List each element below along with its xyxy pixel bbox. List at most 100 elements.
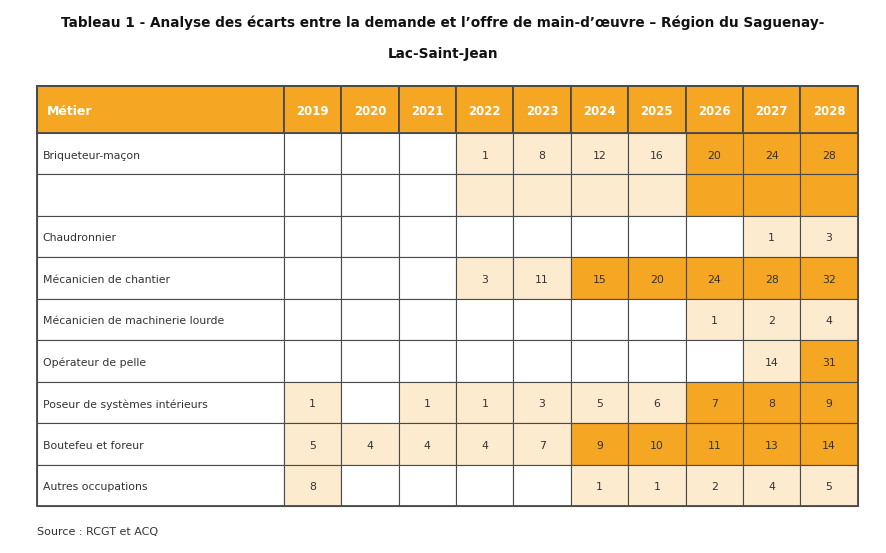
Bar [456, 174, 513, 216]
Text: 24: 24 [765, 150, 779, 160]
Bar [513, 257, 571, 299]
Bar [742, 174, 800, 216]
Bar [628, 340, 686, 382]
Bar [742, 257, 800, 299]
Bar [399, 423, 456, 465]
Bar [628, 382, 686, 423]
Text: 2023: 2023 [526, 105, 558, 118]
Bar [628, 133, 686, 174]
Bar [399, 382, 456, 423]
Text: Métier: Métier [47, 105, 92, 118]
Bar [456, 465, 513, 506]
Text: 14: 14 [765, 358, 779, 368]
Text: 7: 7 [539, 441, 546, 451]
Bar [571, 133, 628, 174]
Bar [284, 465, 341, 506]
Text: 2022: 2022 [469, 105, 501, 118]
Bar [513, 174, 571, 216]
Bar [800, 133, 858, 174]
Bar [341, 257, 399, 299]
Text: 3: 3 [481, 275, 488, 285]
Text: 4: 4 [424, 441, 431, 451]
Bar [284, 382, 341, 423]
Bar [686, 86, 742, 133]
Text: 12: 12 [593, 150, 606, 160]
Bar [686, 340, 742, 382]
Bar [686, 382, 742, 423]
Bar [284, 299, 341, 340]
Bar [341, 216, 399, 257]
Bar [742, 465, 800, 506]
Bar [686, 174, 742, 216]
Bar [37, 340, 284, 382]
Text: 11: 11 [535, 275, 549, 285]
Text: 1: 1 [596, 482, 602, 492]
Text: 32: 32 [822, 275, 835, 285]
Bar [284, 174, 341, 216]
Bar [37, 216, 284, 257]
Bar [800, 465, 858, 506]
Text: 24: 24 [707, 275, 721, 285]
Text: 20: 20 [707, 150, 721, 160]
Bar [800, 299, 858, 340]
Bar [800, 423, 858, 465]
Text: 2021: 2021 [411, 105, 444, 118]
Text: Chaudronnier: Chaudronnier [43, 233, 117, 243]
Bar [742, 133, 800, 174]
Bar [686, 465, 742, 506]
Bar [513, 86, 571, 133]
Bar [284, 423, 341, 465]
Text: 4: 4 [367, 441, 373, 451]
Text: 8: 8 [309, 482, 316, 492]
Bar [800, 382, 858, 423]
Text: 2020: 2020 [354, 105, 386, 118]
Bar [456, 382, 513, 423]
Text: 1: 1 [711, 316, 718, 326]
Text: 11: 11 [707, 441, 721, 451]
Text: 2: 2 [711, 482, 718, 492]
Text: 4: 4 [481, 441, 488, 451]
Bar [571, 86, 628, 133]
Bar [800, 257, 858, 299]
Bar [686, 133, 742, 174]
Bar [628, 86, 686, 133]
Bar [399, 299, 456, 340]
Bar [341, 133, 399, 174]
Text: 1: 1 [653, 482, 660, 492]
Bar [628, 257, 686, 299]
Text: 5: 5 [596, 399, 602, 409]
Bar [628, 174, 686, 216]
Bar [742, 86, 800, 133]
Text: 2028: 2028 [812, 105, 845, 118]
Bar [399, 465, 456, 506]
Bar [628, 216, 686, 257]
Text: 20: 20 [650, 275, 664, 285]
Bar [456, 423, 513, 465]
Text: 9: 9 [826, 399, 833, 409]
Bar [800, 86, 858, 133]
Bar [571, 382, 628, 423]
Bar [742, 216, 800, 257]
Text: 14: 14 [822, 441, 835, 451]
Text: 2027: 2027 [756, 105, 788, 118]
Text: 15: 15 [593, 275, 606, 285]
Text: 1: 1 [424, 399, 431, 409]
Bar [456, 86, 513, 133]
Bar [284, 340, 341, 382]
Text: 3: 3 [826, 233, 833, 243]
Bar [686, 257, 742, 299]
Bar [800, 340, 858, 382]
Bar [341, 465, 399, 506]
Bar [341, 86, 399, 133]
Bar [742, 299, 800, 340]
Text: 7: 7 [711, 399, 718, 409]
Bar [341, 340, 399, 382]
Bar [800, 174, 858, 216]
Text: Lac-Saint-Jean: Lac-Saint-Jean [388, 47, 498, 61]
Bar [284, 257, 341, 299]
Text: 13: 13 [765, 441, 779, 451]
Bar [399, 86, 456, 133]
Text: Opérateur de pelle: Opérateur de pelle [43, 358, 145, 368]
Text: Autres occupations: Autres occupations [43, 482, 147, 492]
Text: 4: 4 [768, 482, 775, 492]
